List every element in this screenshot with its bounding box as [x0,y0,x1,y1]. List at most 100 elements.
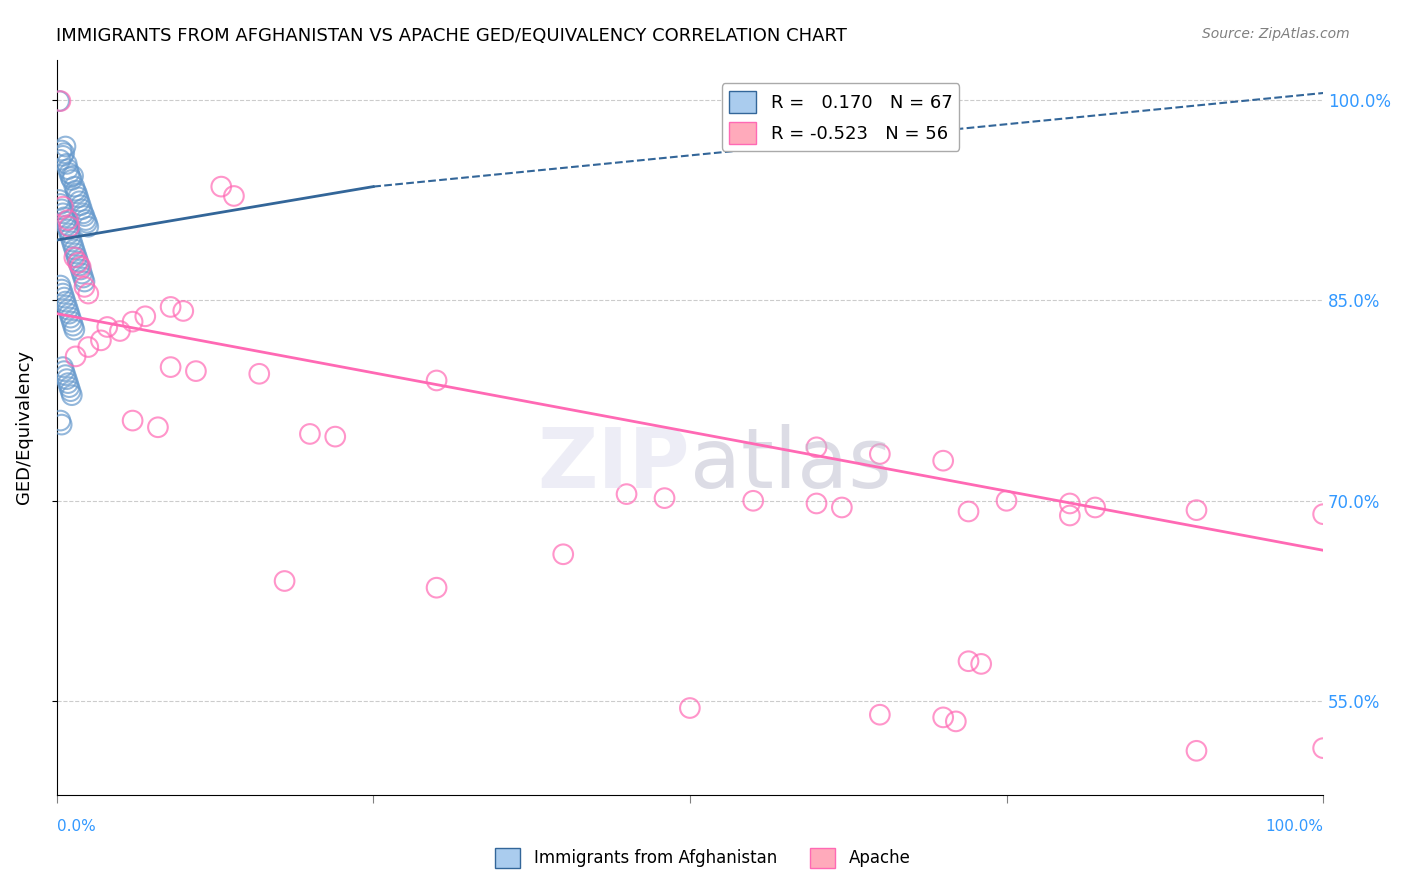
Point [67,259,90,273]
Point [52,200,75,214]
Point [65,350,87,364]
Point [247,367,270,381]
Point [52,360,75,375]
Point [831,500,853,515]
Point [1059,496,1081,510]
Point [209,179,232,194]
Point [222,189,245,203]
Point [49,197,72,211]
Legend: R =   0.170   N = 67, R = -0.523   N = 56: R = 0.170 N = 67, R = -0.523 N = 56 [721,83,959,151]
Point [56,376,79,391]
Point [172,304,194,318]
Point [1185,744,1208,758]
Point [48,94,70,108]
Point [96,320,118,334]
Point [63,323,86,337]
Point [806,440,828,454]
Point [159,360,181,375]
Point [72,270,94,285]
Point [273,574,295,588]
Point [121,315,143,329]
Point [65,246,87,260]
Text: atlas: atlas [690,424,891,505]
Point [73,275,96,289]
Point [616,487,638,501]
Point [298,426,321,441]
Point [60,235,83,249]
Point [66,251,89,265]
Point [53,364,76,378]
Point [77,340,100,354]
Point [67,256,90,270]
Point [63,179,86,194]
Point [58,219,80,234]
Point [323,429,346,443]
Point [970,657,993,671]
Point [58,380,80,394]
Point [426,374,449,388]
Text: 0.0%: 0.0% [56,819,96,834]
Text: IMMIGRANTS FROM AFGHANISTAN VS APACHE GED/EQUIVALENCY CORRELATION CHART: IMMIGRANTS FROM AFGHANISTAN VS APACHE GE… [56,27,846,45]
Text: ZIP: ZIP [537,424,690,505]
Point [73,280,96,294]
Point [58,227,80,241]
Point [52,149,75,163]
Point [72,206,94,220]
Point [1312,507,1334,521]
Point [75,213,97,227]
Point [51,144,73,158]
Point [159,300,181,314]
Point [945,714,967,729]
Point [76,216,98,230]
Point [1312,741,1334,756]
Point [932,710,955,724]
Point [56,302,79,317]
Point [53,291,76,305]
Point [134,310,156,324]
Y-axis label: GED/Equivalency: GED/Equivalency [15,351,32,504]
Point [73,209,96,223]
Point [957,654,980,668]
Point [51,202,73,217]
Point [51,417,73,432]
Point [48,193,70,207]
Point [56,213,79,227]
Point [679,701,702,715]
Point [62,169,84,183]
Point [59,310,82,325]
Point [426,581,449,595]
Point [806,496,828,510]
Legend: Immigrants from Afghanistan, Apache: Immigrants from Afghanistan, Apache [489,841,917,875]
Point [51,283,73,297]
Point [52,206,75,220]
Point [742,493,765,508]
Point [654,491,676,505]
Point [55,294,77,309]
Point [53,211,76,225]
Point [66,186,89,201]
Point [957,504,980,518]
Point [869,447,891,461]
Point [553,547,575,561]
Point [67,190,90,204]
Point [59,170,82,185]
Point [69,260,91,274]
Point [55,139,77,153]
Point [55,214,77,228]
Point [67,254,90,268]
Text: Source: ZipAtlas.com: Source: ZipAtlas.com [1202,27,1350,41]
Point [69,198,91,212]
Point [995,493,1018,508]
Point [63,243,86,257]
Point [56,162,79,177]
Point [1059,508,1081,523]
Point [65,184,87,198]
Point [1084,500,1107,515]
Point [869,707,891,722]
Point [52,286,75,301]
Point [60,173,83,187]
Point [121,413,143,427]
Point [49,153,72,167]
Point [62,318,84,333]
Point [55,157,77,171]
